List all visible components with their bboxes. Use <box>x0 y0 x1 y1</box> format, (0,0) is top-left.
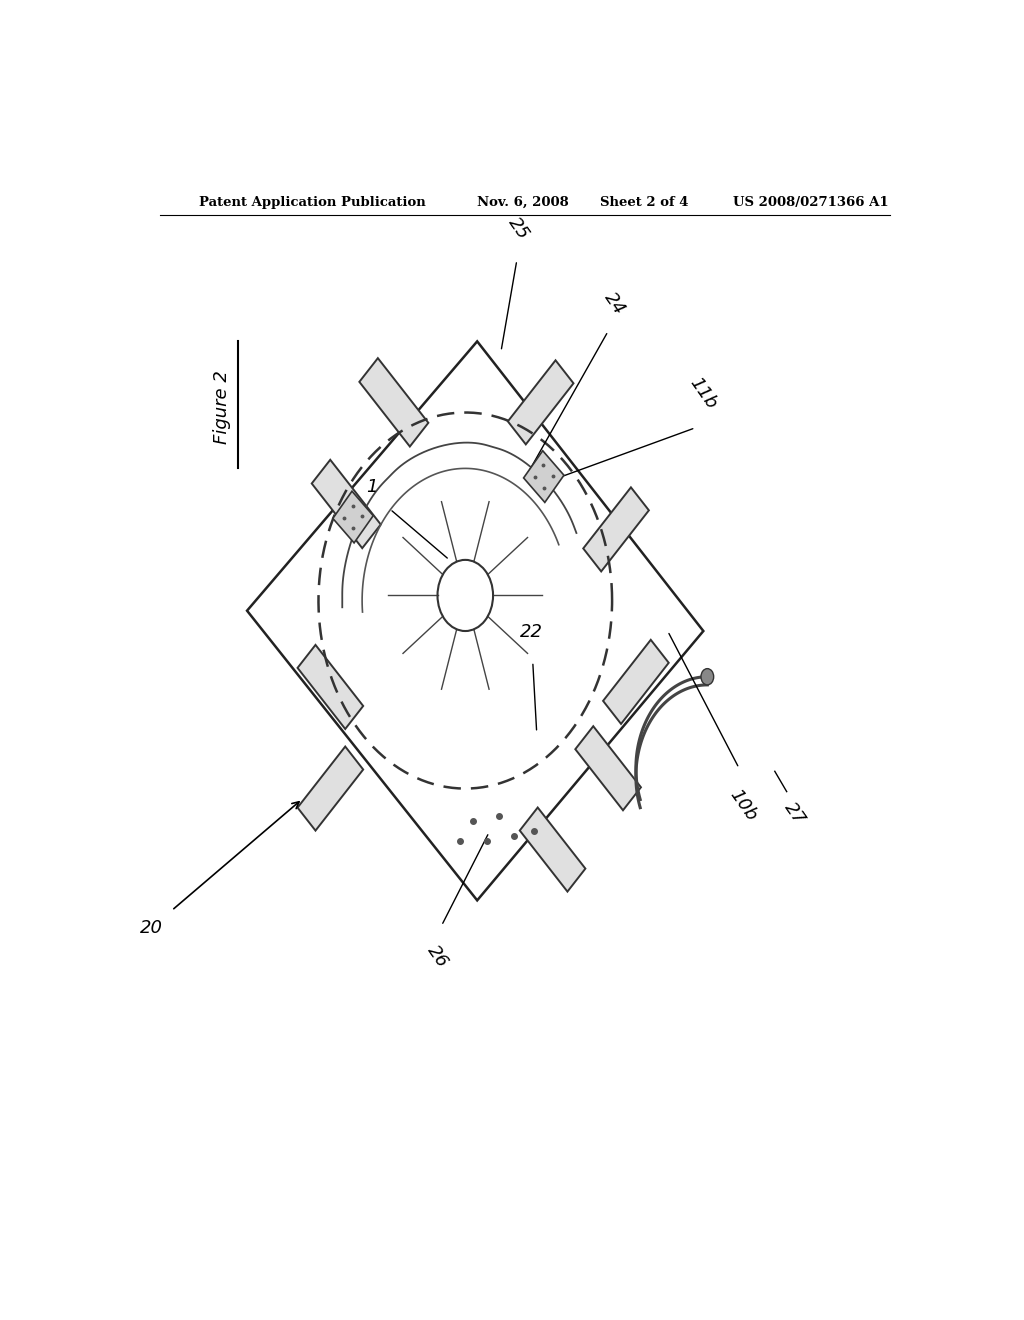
Text: 27: 27 <box>780 799 809 828</box>
Text: 20: 20 <box>140 919 163 937</box>
Polygon shape <box>359 358 428 446</box>
Polygon shape <box>603 640 669 723</box>
Polygon shape <box>508 360 573 445</box>
Text: 22: 22 <box>519 623 543 642</box>
Text: Patent Application Publication: Patent Application Publication <box>200 195 426 209</box>
Text: Nov. 6, 2008: Nov. 6, 2008 <box>477 195 569 209</box>
Polygon shape <box>298 747 364 830</box>
Text: 26: 26 <box>424 942 452 972</box>
Text: 24: 24 <box>600 289 629 318</box>
Polygon shape <box>520 808 586 891</box>
Polygon shape <box>298 645 364 729</box>
Polygon shape <box>333 491 373 543</box>
Polygon shape <box>523 450 564 503</box>
Text: 25: 25 <box>505 214 532 243</box>
Text: US 2008/0271366 A1: US 2008/0271366 A1 <box>733 195 889 209</box>
Text: Sheet 2 of 4: Sheet 2 of 4 <box>600 195 689 209</box>
Polygon shape <box>311 459 381 548</box>
Text: 11b: 11b <box>686 374 721 412</box>
Polygon shape <box>575 726 641 810</box>
Text: 1: 1 <box>367 478 378 496</box>
Circle shape <box>701 669 714 685</box>
Text: 10b: 10b <box>726 785 760 824</box>
Polygon shape <box>584 487 649 572</box>
Text: Figure 2: Figure 2 <box>213 371 230 445</box>
